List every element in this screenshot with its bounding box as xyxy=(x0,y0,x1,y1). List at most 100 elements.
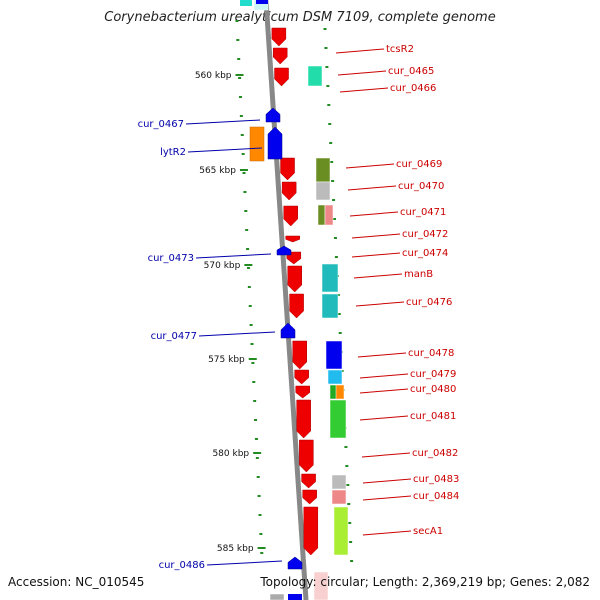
gene-leader-line xyxy=(187,147,263,153)
feature-block xyxy=(327,369,343,385)
gene-label: cur_0477 xyxy=(151,331,197,342)
feature-block xyxy=(317,204,326,226)
gene-label: cur_0486 xyxy=(159,560,205,571)
gene-label: cur_0467 xyxy=(138,119,184,130)
feature-block xyxy=(288,594,302,600)
gene-leader-line xyxy=(345,163,395,169)
track-dot xyxy=(237,58,241,60)
gene-leader-line xyxy=(335,48,385,54)
forward-gene-labels: tcsR2 cur_0465 cur_0466 cur_0469 cur_0470cur… xyxy=(271,27,459,556)
feature-block xyxy=(240,0,252,6)
gene-label: lytR2 xyxy=(160,147,186,158)
track-dot xyxy=(246,248,250,250)
reverse-gene-labels: cur_0467 lytR2 cur_0473 cur_0477 cur_0486 xyxy=(138,107,303,571)
track-dot xyxy=(250,343,254,345)
track-dot xyxy=(346,484,350,486)
scale-label: 570 kbp xyxy=(204,261,241,271)
forward-gene-arrow xyxy=(292,340,307,370)
track-dot xyxy=(328,123,332,125)
track-dot xyxy=(329,142,333,144)
forward-gene-arrow xyxy=(271,27,287,47)
feature-block xyxy=(315,181,331,201)
track-dot xyxy=(258,514,262,516)
gene-label: cur_0472 xyxy=(402,229,448,240)
forward-gene-arrow xyxy=(303,506,319,556)
track-dot xyxy=(242,172,246,174)
gene-leader-line xyxy=(351,233,401,239)
gene-leader-line xyxy=(361,452,411,458)
feature-block xyxy=(329,399,347,439)
feature-block xyxy=(269,593,285,600)
gene-label: cur_0473 xyxy=(148,253,194,264)
gene-label: tcsR2 xyxy=(386,44,414,55)
feature-block xyxy=(321,293,339,319)
scale-label: 580 kbp xyxy=(212,449,249,459)
gene-label: cur_0471 xyxy=(400,207,446,218)
gene-leader-line xyxy=(362,530,412,536)
gene-label: cur_0476 xyxy=(406,297,452,308)
gene-leader-line xyxy=(349,211,399,217)
gene-leader-line xyxy=(362,478,412,484)
track-dot xyxy=(333,237,337,239)
forward-gene-arrow xyxy=(299,439,314,473)
scale-label: 560 kbp xyxy=(195,71,232,81)
genome-backbone xyxy=(263,0,309,600)
track-dot xyxy=(336,294,340,296)
track-dot xyxy=(255,457,259,459)
track-dot xyxy=(254,438,258,440)
track-dot xyxy=(350,560,354,562)
track-dot xyxy=(247,286,251,288)
gene-leader-line xyxy=(195,253,272,259)
gene-leader-line xyxy=(351,252,401,258)
track-dot xyxy=(252,381,256,383)
track-dot xyxy=(238,96,242,98)
gene-leader-line xyxy=(339,87,389,93)
track-dot xyxy=(324,47,328,49)
track-dot xyxy=(246,267,250,269)
gene-leader-line xyxy=(206,560,283,566)
track-dot xyxy=(251,362,255,364)
forward-gene-arrow xyxy=(301,473,316,489)
forward-gene-arrow xyxy=(289,293,304,319)
gene-label: cur_0483 xyxy=(413,474,459,485)
feature-block xyxy=(331,489,347,505)
gene-label: cur_0479 xyxy=(410,369,456,380)
track-dot xyxy=(326,85,330,87)
gene-leader-line xyxy=(353,273,403,279)
feature-block xyxy=(315,157,331,183)
reverse-gene-arrow xyxy=(265,107,281,123)
gene-label: cur_0484 xyxy=(413,491,459,502)
gene-label: cur_0474 xyxy=(402,248,448,259)
track-dot xyxy=(241,153,245,155)
track-dot xyxy=(344,446,348,448)
track-dot xyxy=(323,28,327,30)
gene-leader-line xyxy=(357,352,407,358)
gene-label: cur_0466 xyxy=(390,83,436,94)
track-dot xyxy=(245,229,249,231)
feature-block xyxy=(249,126,265,162)
track-dot xyxy=(334,256,338,258)
scale-label: 575 kbp xyxy=(208,355,245,365)
forward-gene-arrow xyxy=(272,47,288,65)
track-dot xyxy=(337,313,341,315)
gene-leader-line xyxy=(355,301,405,307)
forward-gene-arrow xyxy=(274,67,289,87)
gene-label: cur_0478 xyxy=(408,348,454,359)
track-dot xyxy=(253,400,257,402)
feature-block xyxy=(256,0,268,4)
reverse-gene-arrow xyxy=(276,245,292,256)
gene-leader-line xyxy=(198,331,276,337)
reverse-gene-arrow xyxy=(267,126,283,160)
gene-label: secA1 xyxy=(413,526,443,537)
feature-block xyxy=(324,204,334,226)
track-dot xyxy=(347,503,351,505)
gene-leader-line xyxy=(347,185,397,191)
gene-leader-line xyxy=(359,373,409,379)
topology-text: Topology: circular; Length: 2,369,219 bp… xyxy=(260,575,590,589)
track-dot xyxy=(249,324,253,326)
track-dot xyxy=(345,465,349,467)
forward-gene-arrow xyxy=(280,157,295,181)
track-dot xyxy=(235,20,239,22)
track-dot xyxy=(330,161,334,163)
gene-label: cur_0469 xyxy=(396,159,442,170)
